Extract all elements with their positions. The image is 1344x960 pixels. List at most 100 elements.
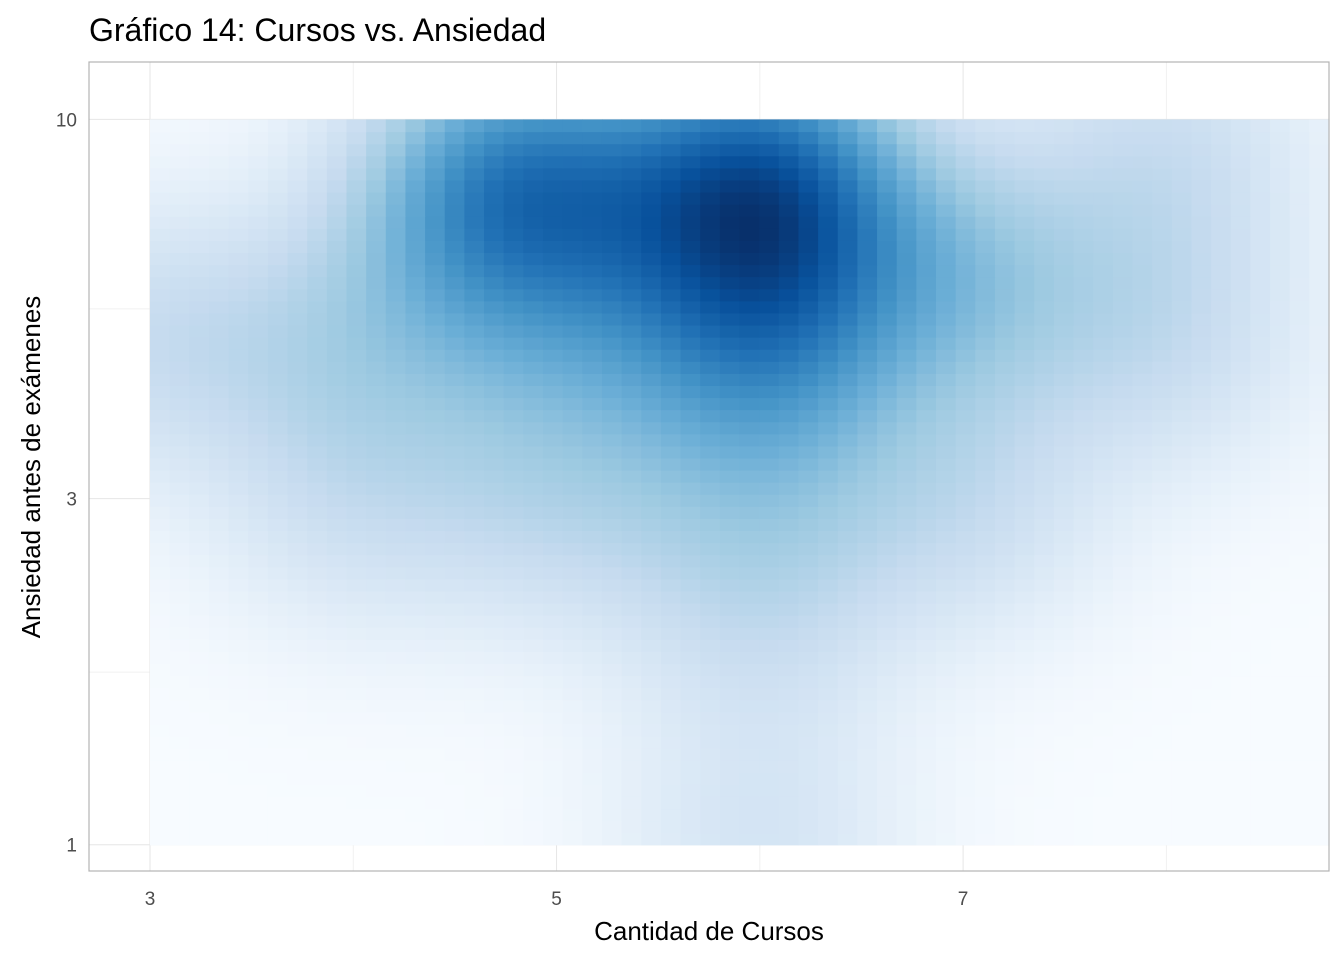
heatmap-cell <box>660 772 682 785</box>
heatmap-cell <box>837 252 858 266</box>
heatmap-cell <box>1289 530 1310 544</box>
heatmap-cell <box>759 675 780 689</box>
heatmap-cell <box>149 772 171 785</box>
heatmap-cell <box>523 167 544 181</box>
heatmap-cell <box>326 143 348 157</box>
heatmap-cell <box>1250 445 1271 459</box>
heatmap-cell <box>444 337 465 350</box>
heatmap-cell <box>366 312 387 326</box>
heatmap-cell <box>523 373 544 386</box>
heatmap-cell <box>287 542 308 556</box>
heatmap-cell <box>601 240 623 253</box>
heatmap-cell <box>778 143 800 157</box>
heatmap-cell <box>857 506 878 519</box>
heatmap-cell <box>601 300 623 314</box>
heatmap-cell <box>1014 421 1035 435</box>
heatmap-cell <box>680 808 701 822</box>
heatmap-cell <box>818 627 839 640</box>
heatmap-cell <box>1191 469 1212 483</box>
heatmap-cell <box>660 699 682 713</box>
heatmap-cell <box>1270 808 1291 822</box>
heatmap-cell <box>975 748 996 761</box>
heatmap-cell <box>601 663 623 677</box>
heatmap-cell <box>601 711 623 725</box>
heatmap-cell <box>228 300 249 314</box>
heatmap-cell <box>366 554 387 568</box>
heatmap-cell <box>1034 216 1055 229</box>
heatmap-cell <box>641 494 662 507</box>
heatmap-cell <box>759 796 780 810</box>
heatmap-cell <box>208 349 230 362</box>
heatmap-cell <box>719 602 741 616</box>
heatmap-cell <box>837 711 858 725</box>
heatmap-cell <box>719 131 741 145</box>
heatmap-cell <box>326 711 348 725</box>
heatmap-cell <box>523 216 544 229</box>
heatmap-cell <box>739 167 760 181</box>
heatmap-cell <box>248 204 269 217</box>
heatmap-cell <box>798 735 819 749</box>
heatmap-cell <box>641 711 662 725</box>
heatmap-cell <box>877 699 898 713</box>
heatmap-cell <box>444 469 465 483</box>
heatmap-cell <box>582 228 603 241</box>
heatmap-cell <box>189 808 210 822</box>
heatmap-cell <box>660 228 682 241</box>
heatmap-cell <box>759 421 780 435</box>
heatmap-cell <box>1112 300 1134 314</box>
heatmap-cell <box>405 566 426 580</box>
heatmap-cell <box>641 482 662 495</box>
heatmap-cell <box>1250 796 1271 810</box>
heatmap-cell <box>994 748 1016 761</box>
heatmap-cell <box>1230 361 1251 374</box>
heatmap-cell <box>346 663 367 677</box>
heatmap-cell <box>798 264 819 278</box>
heatmap-cell <box>955 723 976 737</box>
heatmap-cell <box>955 748 976 761</box>
heatmap-cell <box>366 699 387 713</box>
heatmap-cell <box>484 566 505 580</box>
heatmap-cell <box>1230 530 1251 544</box>
heatmap-cell <box>464 228 485 241</box>
heatmap-cell <box>935 349 957 362</box>
heatmap-cell <box>149 820 171 834</box>
heatmap-cell <box>366 179 387 193</box>
heatmap-cell <box>1014 409 1035 423</box>
heatmap-cell <box>700 337 721 350</box>
heatmap-cell <box>267 711 289 725</box>
heatmap-cell <box>346 796 367 810</box>
heatmap-cell <box>1270 385 1291 399</box>
heatmap-cell <box>660 349 682 362</box>
heatmap-cell <box>149 276 171 290</box>
heatmap-cell <box>267 542 289 556</box>
heatmap-cell <box>346 228 367 241</box>
heatmap-cell <box>228 699 249 713</box>
heatmap-cell <box>425 373 446 386</box>
heatmap-cell <box>1014 457 1035 471</box>
heatmap-cell <box>326 167 348 181</box>
heatmap-cell <box>621 167 642 181</box>
heatmap-cell <box>149 155 171 169</box>
heatmap-cell <box>680 663 701 677</box>
heatmap-cell <box>1112 119 1134 133</box>
heatmap-cell <box>1034 578 1055 592</box>
heatmap-cell <box>149 566 171 580</box>
heatmap-cell <box>1171 578 1193 592</box>
heatmap-cell <box>621 675 642 689</box>
heatmap-cell <box>149 131 171 145</box>
heatmap-cell <box>444 143 465 157</box>
heatmap-cell <box>1014 324 1035 338</box>
heatmap-cell <box>857 832 878 846</box>
heatmap-cell <box>1289 469 1310 483</box>
heatmap-cell <box>228 421 249 435</box>
heatmap-cell <box>798 627 819 640</box>
heatmap-cell <box>739 832 760 846</box>
heatmap-cell <box>503 204 524 217</box>
heatmap-cell <box>1152 578 1173 592</box>
heatmap-cell <box>857 796 878 810</box>
heatmap-cell <box>267 469 289 483</box>
heatmap-cell <box>1250 518 1271 532</box>
heatmap-cell <box>542 542 564 556</box>
heatmap-cell <box>994 760 1016 773</box>
heatmap-cell <box>189 349 210 362</box>
